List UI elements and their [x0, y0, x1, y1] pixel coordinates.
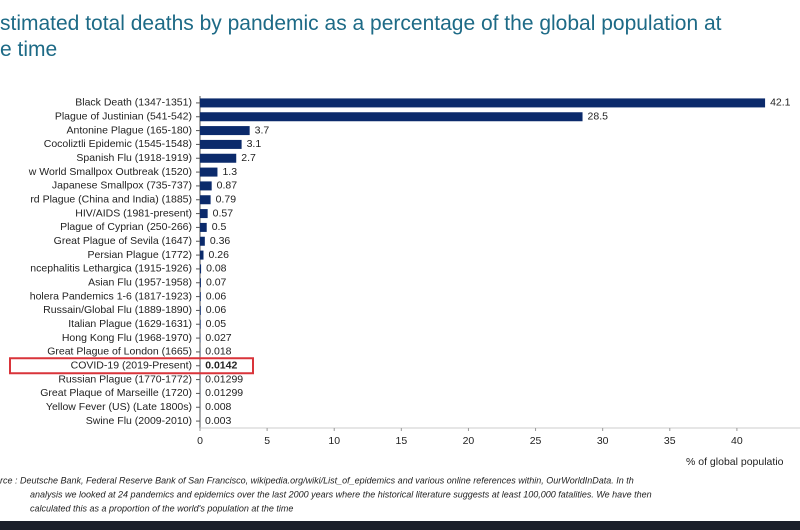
- bar: [200, 209, 208, 219]
- bar: [200, 195, 211, 205]
- x-tick-label: 40: [731, 435, 743, 447]
- y-tick-label: Russain/Global Flu (1889-1890): [43, 304, 192, 316]
- x-tick-label: 25: [530, 435, 542, 447]
- y-tick-label: Black Death (1347-1351): [75, 97, 192, 109]
- bar: [200, 153, 237, 163]
- y-tick-label: Yellow Fever (US) (Late 1800s): [46, 401, 192, 413]
- bar: [200, 250, 204, 260]
- y-tick-label: Italian Plague (1629-1631): [68, 318, 192, 330]
- bar: [200, 292, 201, 302]
- y-tick-label: holera Pandemics 1-6 (1817-1923): [30, 290, 192, 302]
- value-label: 0.0142: [205, 360, 237, 372]
- y-tick-label: Great Plague of London (1665): [47, 346, 192, 358]
- source-note: calculated this as a proportion of the w…: [30, 503, 293, 513]
- y-tick-label: Great Plague of Sevila (1647): [54, 235, 192, 247]
- bar: [200, 126, 250, 136]
- bar: [200, 305, 201, 315]
- source-note: analysis we looked at 24 pandemics and e…: [30, 489, 652, 499]
- y-tick-label: HIV/AIDS (1981-present): [75, 207, 192, 219]
- value-label: 2.7: [241, 152, 256, 164]
- value-label: 3.1: [247, 138, 262, 150]
- value-label: 0.027: [205, 332, 231, 344]
- value-label: 0.57: [213, 207, 234, 219]
- value-label: 0.87: [217, 180, 238, 192]
- y-tick-label: rd Plague (China and India) (1885): [30, 194, 192, 206]
- y-tick-label: ncephalitis Lethargica (1915-1926): [30, 263, 192, 275]
- value-label: 0.06: [206, 290, 227, 302]
- bar: [200, 278, 201, 288]
- value-label: 1.3: [222, 166, 237, 178]
- value-label: 0.003: [205, 415, 231, 427]
- bar: [200, 264, 202, 274]
- y-tick-label: Cocoliztli Epidemic (1545-1548): [44, 138, 192, 150]
- value-label: 0.06: [206, 304, 227, 316]
- value-label: 0.26: [208, 249, 229, 261]
- y-tick-label: Persian Plague (1772): [88, 249, 192, 261]
- bar: [200, 167, 218, 177]
- bar: [200, 181, 212, 191]
- y-tick-label: Asian Flu (1957-1958): [88, 277, 192, 289]
- value-label: 0.01299: [205, 387, 243, 399]
- bar: [200, 139, 242, 149]
- y-tick-label: Japanese Smallpox (735-737): [52, 180, 192, 192]
- y-tick-label: Great Plaque of Marseille (1720): [40, 387, 192, 399]
- y-tick-label: Spanish Flu (1918-1919): [76, 152, 192, 164]
- bar: [200, 319, 201, 329]
- y-tick-label: Swine Flu (2009-2010): [86, 415, 192, 427]
- x-tick-label: 20: [463, 435, 475, 447]
- value-label: 0.01299: [205, 373, 243, 385]
- y-tick-label: w World Smallpox Outbreak (1520): [28, 166, 192, 178]
- x-tick-label: 10: [328, 435, 340, 447]
- y-tick-label: Plague of Justinian (541-542): [55, 111, 192, 123]
- value-label: 0.07: [206, 277, 227, 289]
- x-tick-label: 5: [264, 435, 270, 447]
- x-tick-label: 30: [597, 435, 609, 447]
- x-axis-label: % of global populatio: [686, 456, 784, 468]
- x-tick-label: 0: [197, 435, 203, 447]
- source-note: rce : Deutsche Bank, Federal Reserve Ban…: [0, 475, 634, 485]
- y-tick-label: COVID-19 (2019-Present): [71, 360, 192, 372]
- value-label: 42.1: [770, 97, 791, 109]
- bar: [200, 222, 207, 232]
- value-label: 0.08: [206, 263, 227, 275]
- value-label: 0.36: [210, 235, 231, 247]
- bar: [200, 98, 766, 108]
- highlight-box: [9, 357, 254, 375]
- value-label: 0.79: [216, 194, 237, 206]
- value-label: 0.05: [206, 318, 227, 330]
- value-label: 0.5: [212, 221, 227, 233]
- value-label: 0.018: [205, 346, 231, 358]
- value-label: 28.5: [588, 111, 609, 123]
- y-tick-label: Plague of Cyprian (250-266): [60, 221, 192, 233]
- y-tick-label: Russian Plague (1770-1772): [58, 373, 192, 385]
- y-tick-label: Hong Kong Flu (1968-1970): [62, 332, 192, 344]
- bar: [200, 236, 205, 246]
- chart-title: stimated total deaths by pandemic as a p…: [0, 12, 722, 35]
- chart-title: e time: [0, 38, 57, 61]
- value-label: 0.008: [205, 401, 231, 413]
- bar: [200, 112, 583, 122]
- bottom-strip: [0, 521, 800, 530]
- x-tick-label: 35: [664, 435, 676, 447]
- x-tick-label: 15: [395, 435, 407, 447]
- y-tick-label: Antonine Plague (165-180): [66, 124, 192, 136]
- value-label: 3.7: [255, 124, 270, 136]
